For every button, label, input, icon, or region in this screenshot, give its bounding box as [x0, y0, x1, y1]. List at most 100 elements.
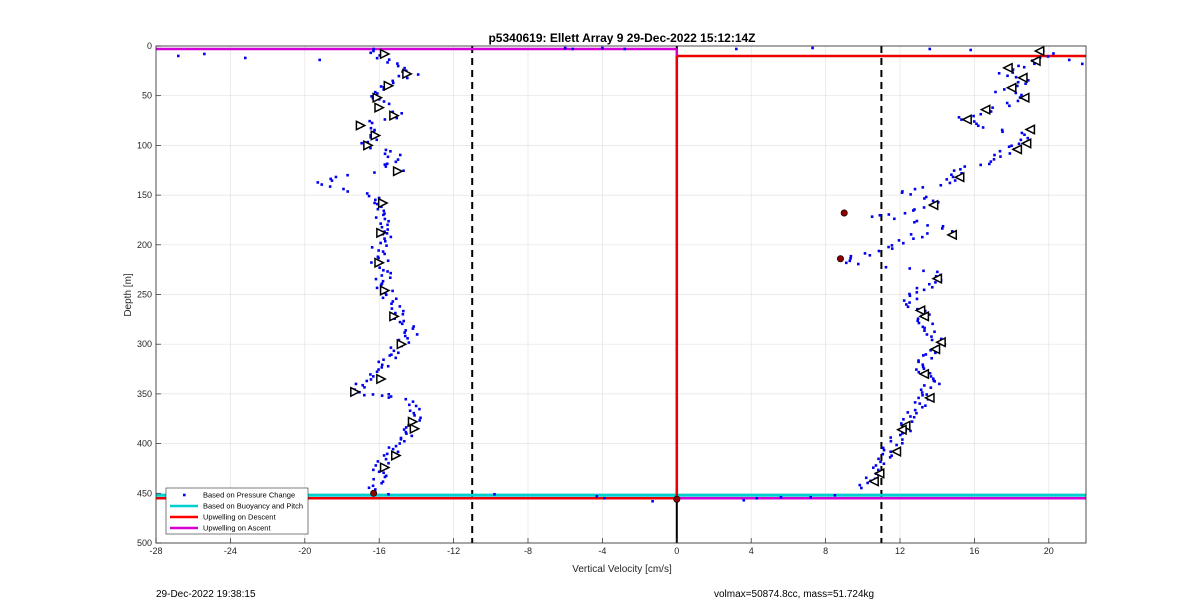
pressure-change-point [755, 496, 759, 500]
pressure-change-point [384, 474, 388, 478]
pressure-change-point [882, 462, 886, 466]
pressure-change-point [930, 335, 933, 338]
pressure-change-point [375, 138, 379, 142]
pressure-change-point [402, 309, 405, 313]
pressure-change-point [380, 481, 383, 485]
triangle-markers [350, 45, 1045, 487]
pressure-change-point [913, 187, 917, 191]
buoyancy-triangle-marker [1029, 55, 1041, 67]
buoyancy-triangle-marker [355, 120, 367, 131]
buoyancy-triangle-marker [350, 386, 361, 398]
pressure-change-point [363, 386, 366, 389]
buoyancy-triangle-marker [946, 229, 958, 241]
pressure-change-point [901, 441, 904, 445]
pressure-change-point [403, 439, 406, 443]
pressure-change-point [391, 300, 395, 303]
buoyancy-triangle-marker [363, 139, 374, 151]
pressure-change-point [384, 457, 388, 461]
pressure-change-point [383, 118, 387, 121]
pressure-change-point [329, 177, 332, 181]
pressure-change-point [915, 291, 919, 294]
pressure-change-point [384, 148, 388, 152]
pressure-change-point [916, 319, 919, 323]
pressure-change-point [318, 58, 321, 62]
pressure-change-point [387, 58, 391, 61]
pressure-change-point [929, 348, 932, 352]
axis-ticks: -28 -24 -20 -16 -12 -8 -4 0 4 8 12 16 20050100150200… [137, 41, 1054, 556]
buoyancy-triangle-marker [1033, 45, 1045, 57]
pressure-change-point [975, 122, 978, 126]
pressure-change-point [742, 498, 746, 502]
pressure-change-point [952, 169, 956, 172]
pressure-change-point [921, 405, 924, 409]
pressure-change-point [375, 202, 379, 206]
pressure-change-point [380, 394, 384, 397]
pressure-change-point [979, 163, 982, 167]
pressure-change-point [934, 281, 937, 284]
pressure-change-point [383, 152, 387, 156]
pressure-change-point [890, 247, 894, 250]
pressure-change-point [887, 245, 890, 249]
pressure-change-point [404, 329, 407, 332]
pressure-change-point [917, 396, 920, 400]
pressure-change-point [380, 274, 384, 277]
pressure-change-point [998, 149, 1002, 153]
pressure-change-point [858, 483, 862, 487]
pressure-change-point [381, 279, 385, 283]
pressure-change-point [916, 317, 920, 320]
buoyancy-triangle-marker [389, 110, 400, 121]
pressure-change-point [906, 305, 910, 309]
pressure-change-point [403, 66, 406, 70]
pressure-change-point [957, 116, 961, 119]
pressure-change-point [1026, 136, 1030, 140]
pressure-change-point [902, 417, 905, 421]
pressure-change-point [367, 486, 371, 490]
pressure-change-point [386, 259, 390, 263]
pressure-change-point [396, 62, 399, 65]
pressure-change-point [595, 494, 599, 498]
pressure-change-point [860, 486, 863, 490]
buoyancy-triangle-marker [935, 336, 946, 348]
pressure-change-point [390, 302, 393, 306]
pressure-change-point [375, 56, 379, 60]
pressure-change-point [382, 454, 386, 457]
footer-info: volmax=50874.8cc, mass=51.724kg [714, 589, 875, 600]
pressure-change-point [976, 124, 980, 128]
pressure-change-point [354, 382, 358, 386]
pressure-change-point [404, 430, 408, 434]
pressure-change-point [917, 359, 920, 362]
y-tick-label: 300 [137, 339, 152, 349]
y-tick-label: 400 [137, 439, 152, 449]
pressure-change-point [923, 384, 926, 387]
pressure-change-point [372, 49, 375, 53]
pressure-change-point [316, 181, 320, 184]
buoyancy-triangle-marker [402, 68, 413, 80]
legend-entry-label: Upwelling on Descent [203, 513, 276, 522]
x-axis-label: Vertical Velocity [cm/s] [572, 564, 672, 575]
pressure-change-point [921, 354, 925, 357]
pressure-change-point [381, 480, 385, 483]
pressure-change-point [374, 464, 378, 467]
pressure-change-point [909, 415, 912, 418]
buoyancy-triangle-marker [392, 165, 404, 177]
pressure-change-point [918, 402, 922, 405]
pressure-change-point [412, 411, 416, 415]
pressure-change-point [890, 454, 893, 457]
pressure-change-point [369, 378, 373, 381]
pressure-change-point [902, 241, 905, 245]
pressure-change-point [905, 303, 908, 306]
pressure-change-point [377, 196, 381, 200]
pressure-change-point [887, 213, 891, 216]
pressure-change-point [779, 495, 783, 499]
buoyancy-triangle-marker [376, 227, 387, 239]
y-tick-label: 100 [137, 140, 152, 150]
pressure-change-point [366, 140, 370, 144]
pressure-change-point [877, 457, 880, 461]
y-tick-label: 50 [142, 91, 152, 101]
pressure-change-point [1033, 62, 1036, 66]
y-axis-label: Depth [m] [123, 273, 134, 317]
pressure-change-point [874, 464, 878, 467]
pressure-change-point [413, 414, 416, 417]
pressure-change-point [381, 250, 385, 253]
pressure-change-point [404, 397, 408, 401]
